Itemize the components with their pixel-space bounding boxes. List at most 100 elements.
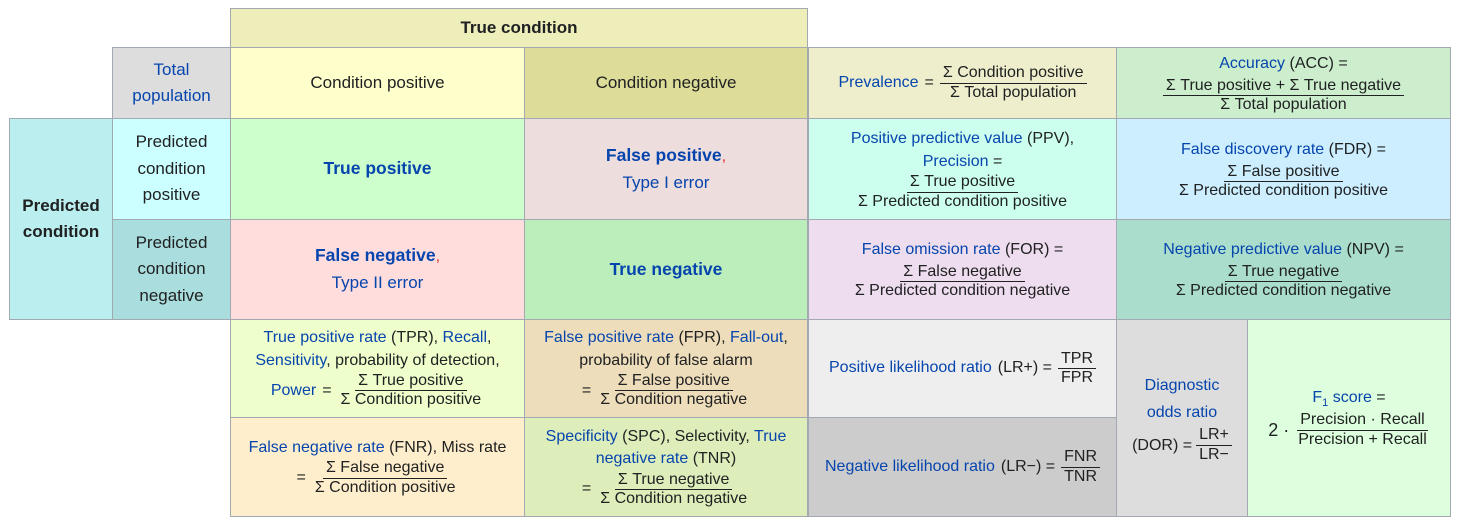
lr-negative-link[interactable]: Negative likelihood ratio (824, 457, 995, 475)
recall-link[interactable]: Recall (442, 329, 488, 347)
ppv-numerator: Σ True positive (906, 173, 1019, 193)
accuracy-fraction: Σ True positive + Σ True negative Σ Tota… (1162, 77, 1405, 115)
ppv-cell: Positive predictive value (PPV), Precisi… (808, 118, 1117, 220)
fdr-fraction: Σ False positive Σ Predicted condition p… (1176, 163, 1391, 201)
fdr-cell: False discovery rate (FDR) = Σ False pos… (1116, 118, 1451, 220)
specificity-link[interactable]: Specificity (545, 427, 618, 445)
fdr-denominator: Σ Predicted condition positive (1178, 181, 1389, 199)
fdr-abbr: (FDR) = (1328, 140, 1386, 158)
npv-denominator: Σ Predicted condition negative (1175, 282, 1392, 300)
true-positive-cell: True positive (230, 118, 525, 220)
total-population-cell: Total population (112, 47, 231, 119)
accuracy-numerator: Σ True positive + Σ True negative (1162, 77, 1405, 96)
fpr-alarm: probability of false alarm (579, 351, 753, 369)
lr-positive-denominator: FPR (1061, 369, 1093, 386)
fnr-numerator: Σ False negative (322, 459, 448, 479)
fnr-abbr: (FNR), Miss rate (389, 438, 507, 456)
dor-numerator: LR+ (1196, 426, 1232, 446)
tnr-abbr: (TNR) (692, 450, 737, 468)
for-link[interactable]: False omission rate (861, 241, 1001, 259)
specificity-cell: Specificity (SPC), Selectivity, True neg… (524, 417, 808, 517)
f1-label-rest: score (1328, 388, 1372, 406)
fpr-comma: , (783, 329, 788, 347)
specificity-denominator: Σ Condition negative (600, 489, 748, 507)
f1-label: F (1312, 388, 1323, 406)
predicted-condition-header: Predicted condition (9, 118, 113, 320)
npv-cell: Negative predictive value (NPV) = Σ True… (1116, 219, 1451, 320)
lr-negative-fraction: FNR TNR (1061, 448, 1100, 486)
true-negative-cell: True negative (524, 219, 808, 320)
prevalence-equals: = (924, 73, 934, 91)
f1-denominator: Precision + Recall (1298, 430, 1427, 448)
prevalence-denominator: Σ Total population (949, 83, 1077, 101)
fdr-link[interactable]: False discovery rate (1181, 140, 1325, 158)
tpr-abbr: (TPR), (390, 329, 439, 347)
condition-negative-label: Condition negative (595, 72, 737, 92)
tpr-link[interactable]: True positive rate (263, 329, 387, 347)
for-fraction: Σ False negative Σ Predicted condition n… (852, 263, 1073, 301)
lr-positive-numerator: TPR (1058, 350, 1096, 369)
npv-link[interactable]: Negative predictive value (1163, 241, 1342, 259)
tpr-comma: , (487, 329, 492, 347)
predicted-positive-header: Predicted condition positive (112, 118, 231, 220)
f1-equals: = (1376, 388, 1386, 406)
dor-link[interactable]: Diagnostic odds ratio (1144, 376, 1220, 422)
f1-score-link[interactable]: F1 score (1312, 388, 1372, 409)
accuracy-link[interactable]: Accuracy (1219, 54, 1286, 72)
tpr-denominator: Σ Condition positive (340, 391, 482, 409)
fnr-fraction: Σ False negative Σ Condition positive (312, 459, 459, 497)
f1-score-cell: F1 score = 2 · Precision · Recall Precis… (1247, 319, 1451, 517)
tpr-cell: True positive rate (TPR), Recall, Sensit… (230, 319, 525, 418)
power-link[interactable]: Power (270, 381, 317, 399)
false-positive-comma: , (721, 147, 727, 165)
prevalence-link[interactable]: Prevalence (838, 73, 919, 91)
for-abbr: (FOR) = (1004, 241, 1064, 259)
tpr-equals: = (322, 381, 332, 399)
predicted-condition-label: Predicted condition (22, 195, 100, 241)
tnr-link[interactable]: True negative rate (595, 427, 787, 468)
fpr-fraction: Σ False positive Σ Condition negative (597, 372, 750, 410)
f1-subscript: 1 (1322, 397, 1329, 409)
false-positive-cell: False positive, Type I error (524, 118, 808, 220)
fnr-cell: False negative rate (FNR), Miss rate = Σ… (230, 417, 525, 517)
specificity-fraction: Σ True negative Σ Condition negative (597, 471, 750, 509)
fnr-link[interactable]: False negative rate (248, 438, 385, 456)
f1-numerator: Precision · Recall (1297, 411, 1428, 431)
specificity-equals: = (581, 480, 592, 498)
sensitivity-link[interactable]: Sensitivity (255, 351, 327, 369)
ppv-link[interactable]: Positive predictive value (850, 129, 1023, 147)
predicted-positive-label: Predicted condition positive (135, 132, 208, 205)
lr-negative-abbr: (LR−) = (1000, 457, 1056, 475)
prevalence-cell: Prevalence = Σ Condition positive Σ Tota… (808, 47, 1117, 119)
fnr-denominator: Σ Condition positive (314, 478, 456, 496)
specificity-numerator: Σ True negative (614, 471, 733, 490)
dor-denominator: LR− (1199, 445, 1229, 463)
true-negative-link[interactable]: True negative (609, 258, 723, 279)
type-2-error-link[interactable]: Type II error (331, 273, 424, 293)
fallout-link[interactable]: Fall-out (730, 329, 784, 347)
npv-numerator: Σ True negative (1224, 263, 1343, 283)
condition-positive-label: Condition positive (310, 72, 445, 92)
condition-negative-header: Condition negative (524, 47, 808, 119)
ppv-abbr: (PPV), (1026, 129, 1075, 147)
type-1-error-link[interactable]: Type I error (622, 172, 710, 192)
fpr-abbr: (FPR), (678, 329, 726, 347)
ppv-fraction: Σ True positive Σ Predicted condition po… (855, 173, 1070, 211)
false-negative-link[interactable]: False negative (314, 245, 436, 266)
false-negative-cell: False negative, Type II error (230, 219, 525, 320)
lr-positive-link[interactable]: Positive likelihood ratio (829, 359, 992, 377)
npv-abbr: (NPV) = (1346, 241, 1404, 259)
lr-negative-cell: Negative likelihood ratio (LR−) = FNR TN… (808, 417, 1117, 517)
f1-two: 2 · (1268, 419, 1290, 440)
true-positive-link[interactable]: True positive (323, 158, 432, 179)
fpr-link[interactable]: False positive rate (544, 329, 674, 347)
false-negative-comma: , (435, 248, 441, 266)
prevalence-fraction: Σ Condition positive Σ Total population (939, 64, 1087, 102)
accuracy-denominator: Σ Total population (1220, 95, 1347, 113)
dor-fraction: LR+ LR− (1196, 426, 1232, 464)
precision-link[interactable]: Precision (922, 153, 989, 171)
condition-positive-header: Condition positive (230, 47, 525, 119)
false-positive-link[interactable]: False positive (605, 144, 722, 165)
lr-negative-numerator: FNR (1061, 448, 1100, 468)
total-population-link[interactable]: Total population (132, 59, 211, 105)
